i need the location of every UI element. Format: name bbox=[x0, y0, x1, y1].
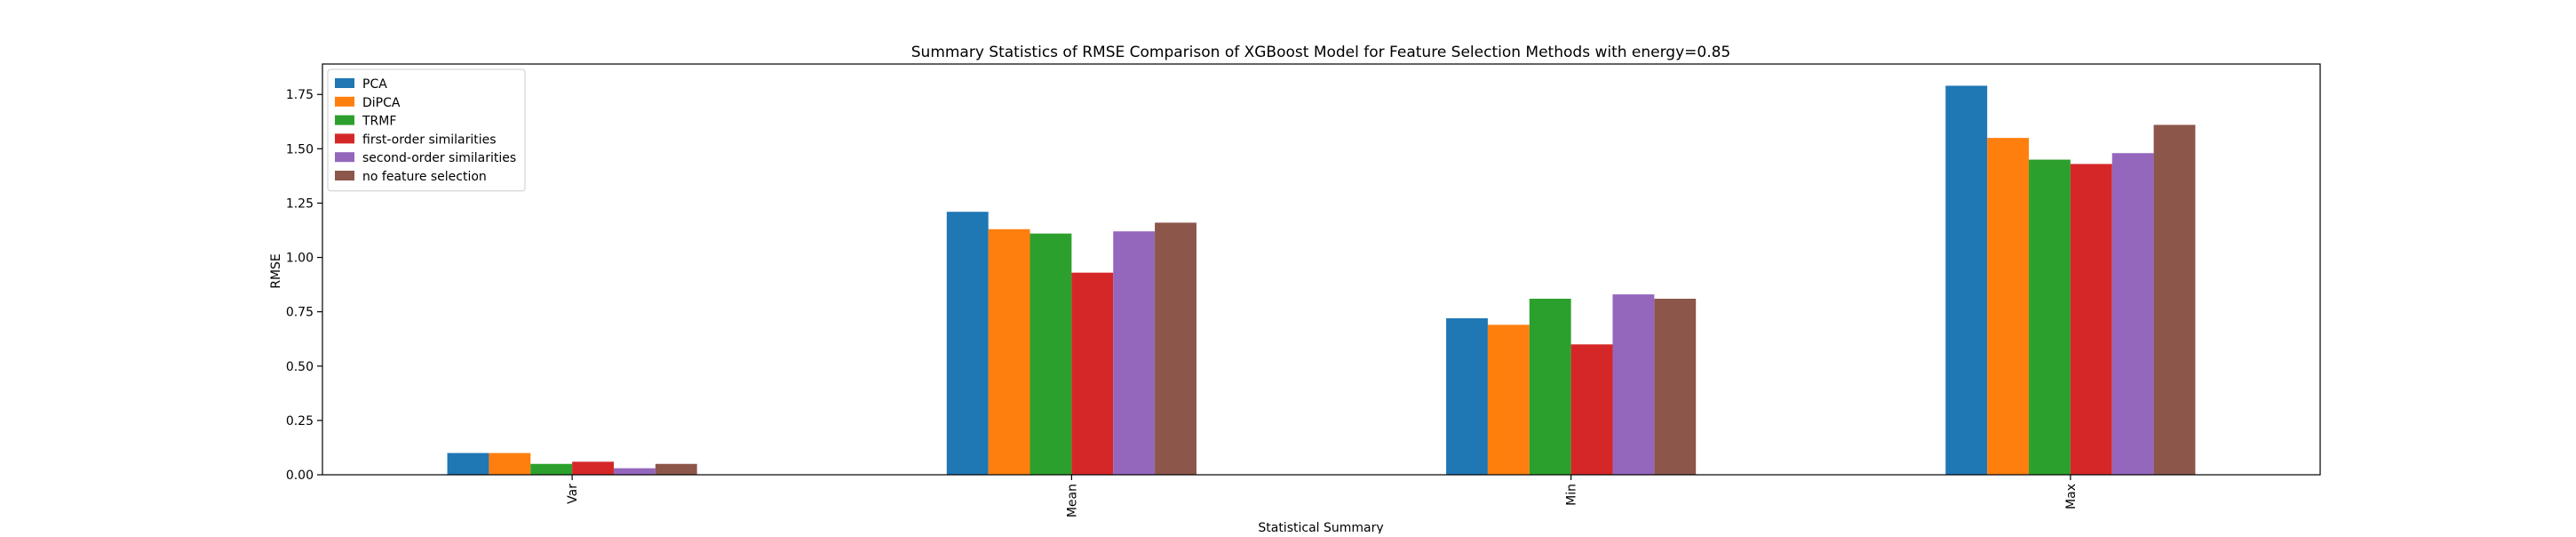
y-tick-label: 1.50 bbox=[286, 142, 314, 156]
y-tick-label: 0.75 bbox=[286, 306, 314, 320]
chart-title: Summary Statistics of RMSE Comparison of… bbox=[911, 44, 1731, 61]
legend-label: DiPCA bbox=[362, 96, 401, 110]
x-tick-label-var: Var bbox=[566, 484, 580, 504]
bar-min-pca bbox=[1446, 318, 1488, 475]
bar-mean-pca bbox=[946, 212, 989, 475]
y-tick-label: 0.50 bbox=[286, 360, 314, 374]
bar-var-trmf bbox=[530, 463, 573, 475]
legend-label: second-order similarities bbox=[362, 151, 516, 165]
bar-max-trmf bbox=[2029, 159, 2071, 476]
bar-mean-dipca bbox=[988, 228, 1030, 475]
bar-var-dipca bbox=[489, 453, 531, 475]
bar-mean-second-order-similarities bbox=[1113, 231, 1156, 475]
bar-mean-trmf bbox=[1030, 233, 1072, 475]
axes-layer: 0.00 0.25 0.50 0.75 1.00 1.25 1.50 1.75 Var Mean M… bbox=[286, 63, 2321, 517]
bar-max-first-order-similarities bbox=[2070, 164, 2112, 475]
bar-max-no-feature-selection bbox=[2153, 124, 2196, 475]
bar-var-second-order-similarities bbox=[613, 468, 656, 475]
legend-label: TRMF bbox=[362, 115, 396, 129]
legend-box bbox=[327, 68, 526, 192]
bar-var-first-order-similarities bbox=[572, 461, 614, 475]
bar-min-dipca bbox=[1487, 325, 1530, 475]
legend-swatch bbox=[335, 152, 354, 163]
bar-min-second-order-similarities bbox=[1612, 294, 1655, 475]
bar-max-second-order-similarities bbox=[2111, 153, 2154, 475]
bar-max-pca bbox=[1945, 85, 1988, 475]
bar-min-no-feature-selection bbox=[1654, 299, 1697, 475]
legend-swatch bbox=[335, 171, 354, 180]
bar-var-pca bbox=[447, 453, 489, 475]
bars-layer bbox=[447, 85, 2196, 476]
legend-swatch bbox=[335, 115, 354, 125]
x-tick-label-mean: Mean bbox=[1065, 484, 1079, 517]
x-tick-label-min: Min bbox=[1565, 484, 1579, 506]
bar-var-no-feature-selection bbox=[655, 463, 697, 475]
y-tick-label: 1.25 bbox=[286, 196, 314, 211]
legend-swatch bbox=[335, 133, 354, 144]
legend-swatch bbox=[335, 78, 354, 88]
legend-swatch bbox=[335, 96, 354, 107]
legend: PCA DiPCA TRMF first-order similarities seco… bbox=[327, 68, 526, 192]
y-axis-label: RMSE bbox=[269, 253, 283, 289]
x-tick-label-max: Max bbox=[2064, 484, 2079, 509]
bar-mean-no-feature-selection bbox=[1155, 222, 1197, 475]
y-tick-label: 1.00 bbox=[286, 252, 314, 266]
y-tick-label: 1.75 bbox=[286, 88, 314, 102]
bar-min-trmf bbox=[1529, 299, 1571, 475]
bar-max-dipca bbox=[1987, 138, 2030, 475]
legend-label: PCA bbox=[362, 77, 387, 92]
x-axis-label: Statistical Summary bbox=[1258, 521, 1383, 533]
legend-label: first-order similarities bbox=[362, 132, 497, 147]
y-tick-label: 0.25 bbox=[286, 414, 314, 429]
bar-mean-first-order-similarities bbox=[1071, 272, 1114, 475]
y-tick-label: 0.00 bbox=[286, 469, 314, 483]
bar-min-first-order-similarities bbox=[1570, 344, 1613, 475]
plot-frame bbox=[322, 63, 2321, 476]
legend-label: no feature selection bbox=[362, 170, 487, 184]
